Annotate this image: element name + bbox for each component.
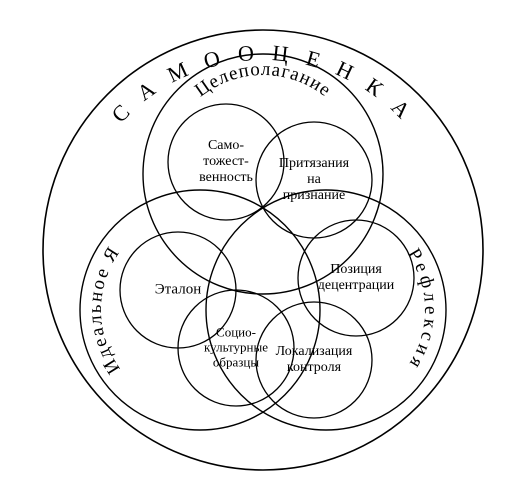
outer-arc-title: С А М О О Ц Е Н К А [106, 40, 419, 128]
big-circle-label-right: Рефлексия [403, 245, 441, 375]
small-circle-samotozh [168, 104, 284, 220]
diagram-svg: С А М О О Ц Е Н К АЦелеполаганиеИдеально… [0, 0, 526, 501]
small-circle-etalon [120, 232, 236, 348]
big-circle-top [143, 54, 383, 294]
big-circle-label-left: Идеальное Я [85, 242, 125, 378]
self-assessment-diagram: С А М О О Ц Е Н К АЦелеполаганиеИдеально… [0, 0, 526, 501]
big-circle-right [206, 190, 446, 430]
small-circle-localiz [256, 302, 372, 418]
